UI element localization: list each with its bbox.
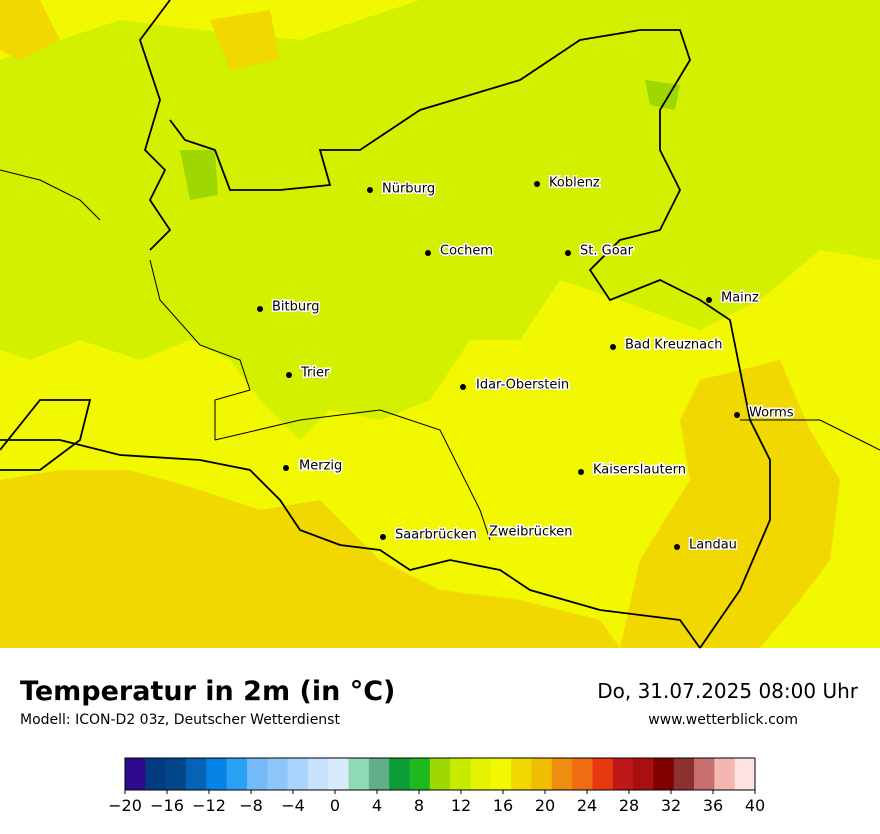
colorbar-cell: [246, 758, 268, 790]
colorbar-cell: [165, 758, 187, 790]
city-label: Landau: [689, 538, 737, 553]
warm-region: [620, 360, 840, 648]
city-dot: [425, 250, 431, 256]
colorbar-tick-label: 8: [414, 796, 424, 815]
colorbar-tick-label: −4: [281, 796, 305, 815]
city-dot: [565, 250, 571, 256]
city-label: Cochem: [440, 244, 493, 259]
colorbar-cell: [490, 758, 512, 790]
colorbar-cell: [267, 758, 289, 790]
colorbar-cell: [409, 758, 431, 790]
colorbar-cell: [653, 758, 675, 790]
city-label: Mainz: [721, 291, 759, 306]
warm-region: [0, 470, 620, 648]
colorbar-cell: [592, 758, 614, 790]
city-label: Idar-Oberstein: [476, 378, 569, 393]
city-dot: [706, 297, 712, 303]
colorbar-tick-label: 40: [745, 796, 765, 815]
colorbar-cell: [551, 758, 573, 790]
district-border: [149, 259, 491, 541]
city-dot: [534, 181, 540, 187]
colorbar-cell: [714, 758, 736, 790]
colorbar-frame: [124, 757, 756, 791]
colorbar-tick-label: 32: [661, 796, 681, 815]
valid-time: Do, 31.07.2025 08:00 Uhr: [597, 679, 859, 703]
colorbar-cell: [145, 758, 167, 790]
colorbar-cell: [470, 758, 492, 790]
colorbar-cell: [531, 758, 553, 790]
colorbar-cell: [612, 758, 634, 790]
colorbar-tick-label: 16: [493, 796, 513, 815]
city-dot: [283, 465, 289, 471]
colorbar-cell: [429, 758, 451, 790]
colorbar-tick-label: 4: [372, 796, 382, 815]
city-dot: [380, 534, 386, 540]
city-dot: [674, 544, 680, 550]
city-label: Kaiserslautern: [593, 463, 686, 478]
colorbar-cell: [734, 758, 756, 790]
colorbar-tick-label: 0: [330, 796, 340, 815]
source: www.wetterblick.com: [648, 712, 798, 728]
colorbar-tick-label: 12: [451, 796, 471, 815]
cooler-spot: [180, 150, 218, 200]
colorbar-tick-label: 28: [619, 796, 639, 815]
city-dot: [257, 306, 263, 312]
title: Temperatur in 2m (in °C): [20, 676, 395, 707]
city-label: Zweibrücken: [489, 525, 572, 540]
colorbar-cell: [633, 758, 654, 790]
colorbar-tick-label: −12: [192, 796, 226, 815]
city-dot: [610, 344, 616, 350]
city-label: Koblenz: [549, 176, 600, 191]
colorbar-cell: [185, 758, 207, 790]
city-label: Trier: [300, 366, 330, 381]
warm-region: [0, 0, 60, 60]
subtitle: Modell: ICON-D2 03z, Deutscher Wetterdie…: [20, 712, 340, 728]
colorbar-cell: [572, 758, 593, 790]
colorbar-tick-label: −8: [239, 796, 263, 815]
district-border: [0, 169, 880, 451]
warm-region: [210, 10, 280, 70]
colorbar: −20 −16 −12 −8 −4 0 4 8 12 16 20 24 28 32 36 40: [108, 757, 765, 815]
city-label: St. Goar: [580, 244, 634, 259]
cooler-spot: [645, 80, 680, 110]
colorbar-cell: [328, 758, 350, 790]
city-dot: [367, 187, 373, 193]
colorbar-tick-label: −16: [150, 796, 184, 815]
colorbar-cell: [206, 758, 228, 790]
colorbar-tick-label: 36: [703, 796, 723, 815]
city-dot: [578, 469, 584, 475]
colorbar-cell: [125, 758, 146, 790]
colorbar-tick-label: 24: [577, 796, 597, 815]
city-dot: [460, 384, 466, 390]
colorbar-cell: [673, 758, 695, 790]
city-dot: [734, 412, 740, 418]
colorbar-tick-label: 20: [535, 796, 555, 815]
cities: Nürburg Koblenz Cochem St. Goar Mainz Bi…: [257, 174, 795, 554]
city-label: Merzig: [299, 459, 342, 474]
country-border: [0, 439, 701, 649]
colorbar-cell: [450, 758, 471, 790]
colorbar-cell: [287, 758, 309, 790]
colorbar-cell: [368, 758, 390, 790]
state-border: [169, 29, 771, 649]
colorbar-tick-label: −20: [108, 796, 142, 815]
map-area: [0, 0, 880, 649]
colorbar-cell: [226, 758, 248, 790]
city-dot: [286, 372, 292, 378]
city-label: Bad Kreuznach: [625, 338, 723, 353]
city-label: Saarbrücken: [395, 528, 477, 543]
country-border: [0, 0, 172, 471]
city-label: Worms: [749, 406, 794, 421]
colorbar-cell: [694, 758, 715, 790]
city-label: Bitburg: [272, 300, 320, 315]
city-label: Nürburg: [382, 182, 435, 197]
colorbar-cell: [307, 758, 329, 790]
colorbar-cell: [348, 758, 370, 790]
colorbar-cell: [511, 758, 532, 790]
colorbar-cell: [389, 758, 411, 790]
